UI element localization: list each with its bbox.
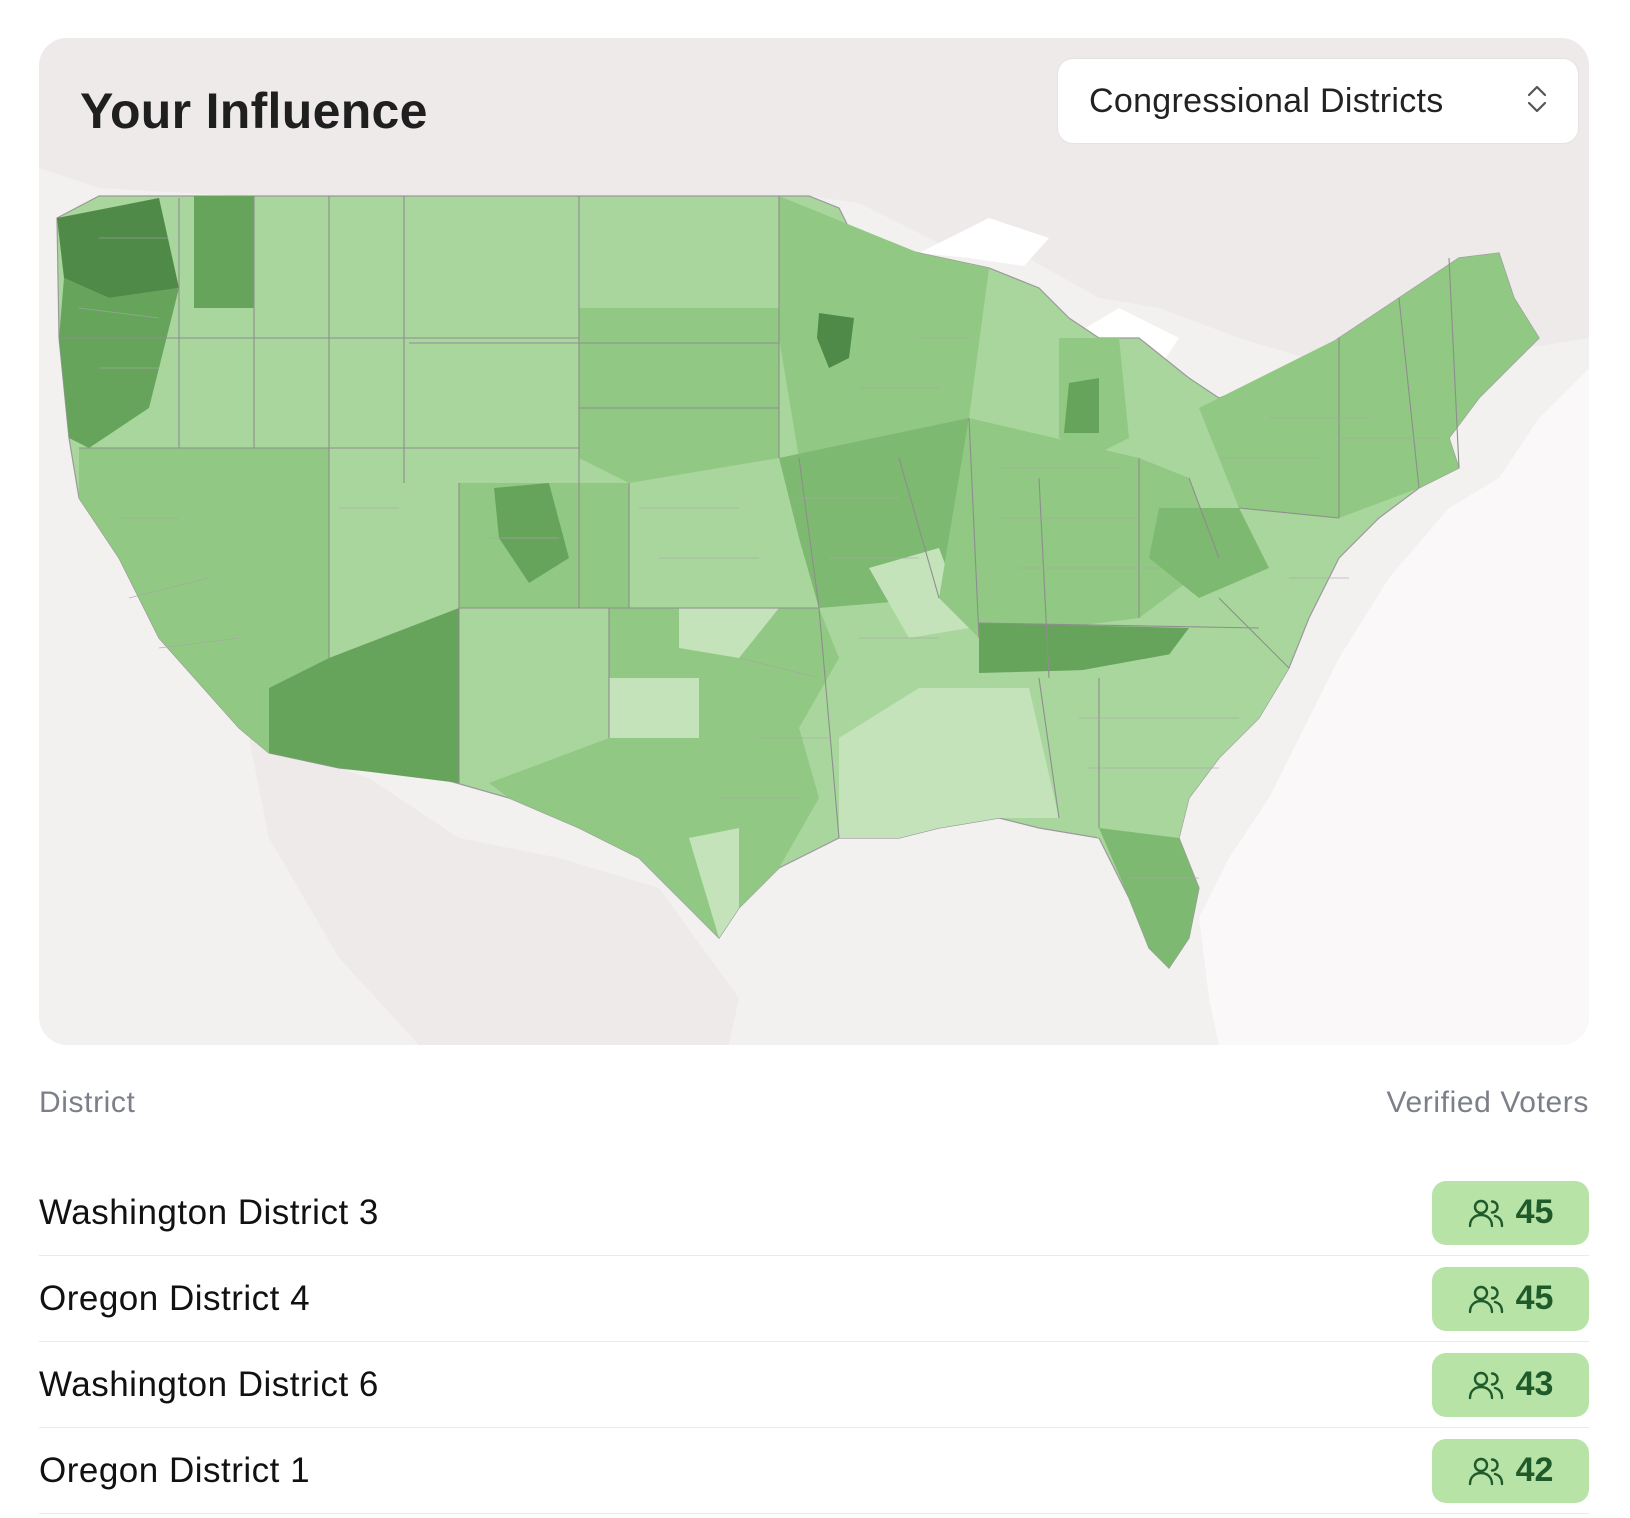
- table-row[interactable]: Oregon District 1 42: [39, 1428, 1589, 1514]
- midwest-region: [779, 196, 989, 458]
- table-row[interactable]: Washington District 3 45: [39, 1170, 1589, 1256]
- verified-voters-count: 45: [1515, 1193, 1554, 1231]
- verified-voters-count: 42: [1515, 1451, 1554, 1489]
- mexico-land: [249, 738, 739, 1045]
- table-header: District Verified Voters: [39, 1086, 1589, 1120]
- california-region: [79, 448, 269, 753]
- appalachia-region: [939, 418, 1219, 638]
- southeast-region: [1039, 638, 1289, 838]
- influence-map-card: Your Influence Congressional Districts: [39, 38, 1589, 1045]
- verified-voters-badge: 42: [1432, 1438, 1589, 1503]
- table-row[interactable]: Washington District 6 43: [39, 1342, 1589, 1428]
- state-borders: [59, 196, 1460, 839]
- district-name: Washington District 3: [39, 1192, 379, 1232]
- washington-region: [57, 198, 179, 298]
- northeast-region: [1199, 253, 1539, 518]
- pennsylvania-dark: [1149, 508, 1269, 598]
- texas-oklahoma-region: [489, 608, 839, 938]
- florida-region: [1099, 828, 1199, 968]
- district-list: Washington District 3 45 Oregon District…: [39, 1170, 1589, 1514]
- oklahoma-light: [679, 608, 779, 658]
- arizona-region: [269, 608, 459, 783]
- users-icon: [1468, 1285, 1503, 1313]
- plains-region: [579, 308, 779, 483]
- texas-panhandle-light: [609, 678, 699, 738]
- nevada-region: [179, 448, 329, 688]
- texas-south-light: [689, 828, 739, 938]
- oregon-region: [59, 278, 179, 448]
- district-name: Oregon District 1: [39, 1450, 311, 1490]
- users-icon: [1468, 1457, 1503, 1485]
- district-type-select[interactable]: Congressional Districts: [1057, 58, 1579, 144]
- michigan-dark: [1064, 378, 1099, 433]
- district-map[interactable]: [39, 38, 1589, 1045]
- district-borders: [78, 237, 1439, 879]
- district-type-select-value: Congressional Districts: [1089, 81, 1444, 120]
- verified-voters-badge: 45: [1432, 1180, 1589, 1245]
- deep-south-light: [839, 688, 1059, 838]
- idaho-panhandle-region: [194, 196, 254, 308]
- page-title: Your Influence: [80, 83, 428, 139]
- column-header-district: District: [39, 1086, 136, 1119]
- verified-voters-count: 43: [1515, 1365, 1554, 1403]
- colorado-dark-region: [494, 483, 569, 583]
- table-row[interactable]: Oregon District 4 45: [39, 1256, 1589, 1342]
- district-name: Washington District 6: [39, 1364, 379, 1404]
- chevron-up-down-icon: [1526, 82, 1548, 121]
- minneapolis-dark: [817, 313, 854, 368]
- verified-voters-count: 45: [1515, 1279, 1554, 1317]
- users-icon: [1468, 1199, 1503, 1227]
- district-name: Oregon District 4: [39, 1278, 311, 1318]
- verified-voters-badge: 45: [1432, 1266, 1589, 1331]
- column-header-verified-voters: Verified Voters: [1386, 1086, 1589, 1119]
- ocean-east: [1199, 368, 1589, 1045]
- users-icon: [1468, 1371, 1503, 1399]
- verified-voters-badge: 43: [1432, 1352, 1589, 1417]
